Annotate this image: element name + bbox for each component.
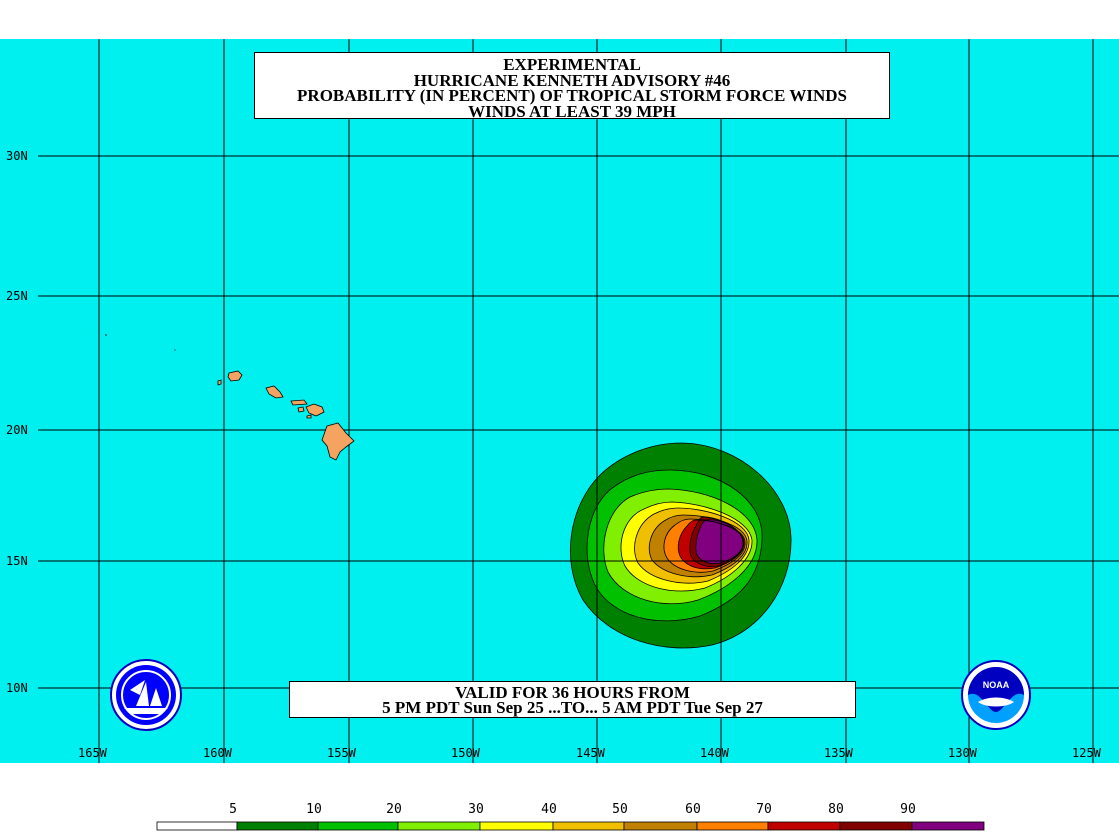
lat-label-30n: 30N: [6, 149, 28, 163]
island-maui: [305, 403, 325, 417]
island-kauai: [227, 370, 243, 382]
valid-line-2: 5 PM PDT Sun Sep 25 ...TO... 5 AM PDT Tu…: [382, 698, 763, 717]
legend-swatch: [317, 821, 399, 831]
legend-label: 10: [306, 802, 322, 817]
legend-swatch: [696, 821, 769, 831]
legend-labels: 5 10 20 30 40 50 60 70 80 90: [229, 802, 916, 817]
lat-label-15n: 15N: [6, 554, 28, 568]
legend-swatch: [911, 821, 985, 831]
lon-label-135w: 135W: [824, 746, 854, 760]
island-big-island: [321, 422, 355, 461]
legend-swatch: [156, 821, 238, 831]
legend-swatch: [839, 821, 913, 831]
legend-swatch: [767, 821, 841, 831]
latitude-labels: 30N 25N 20N 15N 10N: [6, 149, 28, 695]
legend-label: 60: [685, 802, 701, 817]
legend-label: 30: [468, 802, 484, 817]
longitude-labels: 165W 160W 155W 150W 145W 140W 135W 130W …: [78, 746, 1102, 760]
title-box: EXPERIMENTAL HURRICANE KENNETH ADVISORY …: [254, 52, 890, 119]
title-line-4: WINDS AT LEAST 39 MPH: [468, 101, 676, 121]
legend-swatch: [236, 821, 319, 831]
island-oahu: [265, 385, 284, 399]
legend-label: 70: [756, 802, 772, 817]
lon-label-165w: 165W: [78, 746, 108, 760]
probability-legend: 5 10 20 30 40 50 60 70 80 90: [156, 802, 985, 831]
title-line-1: EXPERIMENTAL: [503, 55, 641, 74]
legend-swatch: [479, 821, 554, 831]
lon-label-130w: 130W: [948, 746, 978, 760]
island-niihau: [217, 379, 222, 386]
lon-label-150w: 150W: [451, 746, 481, 760]
island-lanai: [297, 406, 305, 413]
lon-label-140w: 140W: [700, 746, 730, 760]
legend-label: 5: [229, 802, 237, 817]
lat-label-20n: 20N: [6, 423, 28, 437]
graticule: [38, 39, 1119, 763]
lon-label-125w: 125W: [1072, 746, 1102, 760]
hawaiian-islands: [217, 370, 355, 461]
legend-label: 50: [612, 802, 628, 817]
valid-period-box: VALID FOR 36 HOURS FROM 5 PM PDT Sun Sep…: [289, 681, 856, 718]
svg-text:NOAA: NOAA: [983, 680, 1010, 690]
noaa-logo: NOAA: [961, 660, 1031, 730]
contour-max: [695, 519, 744, 564]
lon-label-160w: 160W: [203, 746, 233, 760]
probability-swath: [569, 442, 792, 649]
nws-logo: [110, 659, 182, 731]
legend-swatch: [552, 821, 625, 831]
title-line-3: PROBABILITY (IN PERCENT) OF TROPICAL STO…: [297, 86, 847, 105]
probability-map: 30N 25N 20N 15N 10N 165W 160W 155W 150W …: [0, 39, 1119, 763]
valid-line-1: VALID FOR 36 HOURS FROM: [455, 683, 690, 702]
lon-label-155w: 155W: [327, 746, 357, 760]
legend-label: 40: [541, 802, 557, 817]
legend-swatch: [623, 821, 698, 831]
island-kahoolawe: [306, 414, 312, 419]
island-molokai: [290, 399, 308, 406]
lat-label-25n: 25N: [6, 289, 28, 303]
ocean: [0, 39, 1119, 763]
legend-label: 90: [900, 802, 916, 817]
legend-swatch: [397, 821, 481, 831]
lat-label-10n: 10N: [6, 681, 28, 695]
legend-label: 20: [386, 802, 402, 817]
title-line-2: HURRICANE KENNETH ADVISORY #46: [413, 70, 731, 90]
legend-swatches: [156, 821, 985, 831]
lon-label-145w: 145W: [576, 746, 606, 760]
legend-label: 80: [828, 802, 844, 817]
